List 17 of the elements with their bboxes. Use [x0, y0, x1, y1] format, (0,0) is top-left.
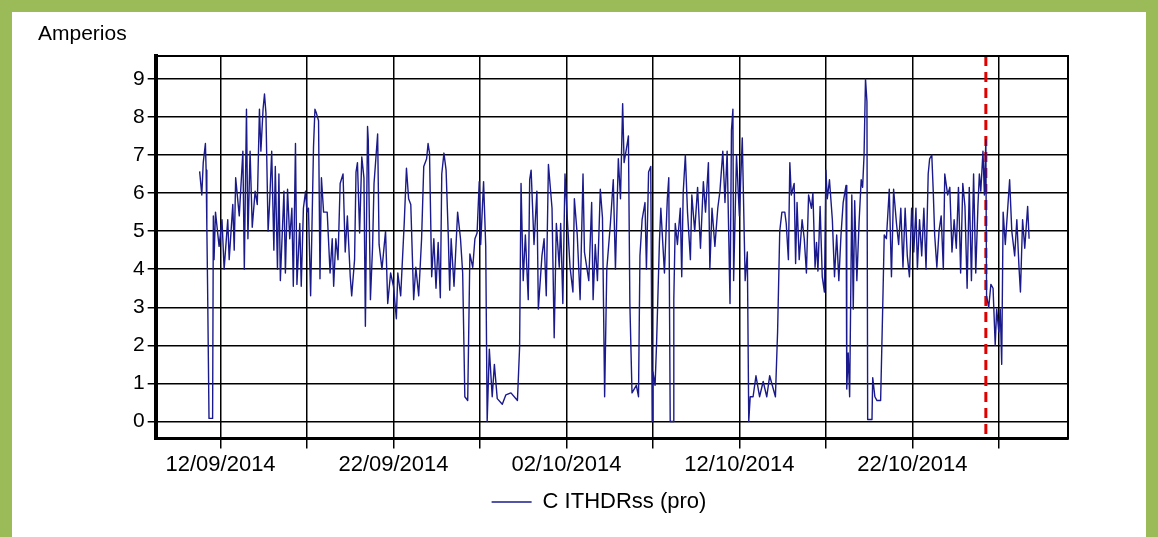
- y-tick-label: 5: [132, 217, 145, 241]
- legend-label: C ITHDRss (pro): [542, 488, 707, 514]
- y-tick-label: 3: [132, 294, 145, 318]
- y-tick-label: 1: [132, 370, 145, 394]
- y-tick-label: 0: [132, 408, 145, 432]
- x-tick-label: 12/09/2014: [165, 450, 276, 476]
- y-tick-label: 8: [132, 103, 145, 127]
- y-tick-label: 7: [132, 141, 145, 165]
- x-tick-label: 02/10/2014: [511, 450, 622, 476]
- x-tick-label: 22/09/2014: [338, 450, 449, 476]
- y-tick-label: 4: [132, 255, 145, 279]
- x-tick-label: 12/10/2014: [684, 450, 795, 476]
- y-axis-title: Amperios: [38, 21, 127, 45]
- y-tick-label: 9: [132, 65, 145, 89]
- x-tick-label: 22/10/2014: [857, 450, 968, 476]
- y-tick-label: 2: [132, 332, 145, 356]
- y-tick-label: 6: [132, 179, 145, 203]
